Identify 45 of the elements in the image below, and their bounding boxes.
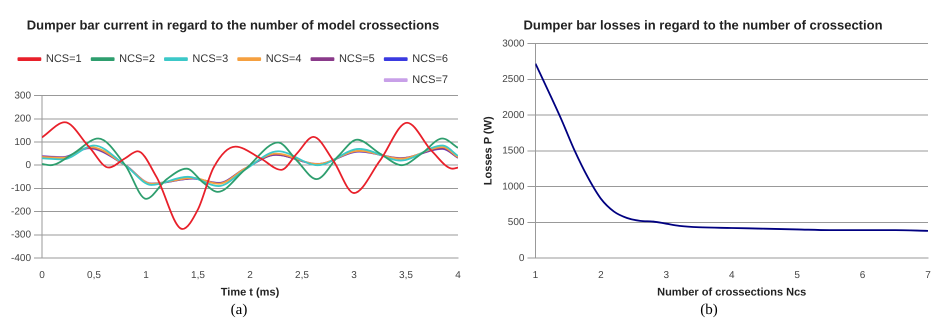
y-tick-label: 2000 [502, 110, 525, 121]
x-tick-label: 3,5 [399, 270, 414, 281]
chart-title: Dumper bar current in regard to the number of model crossections [26, 17, 440, 32]
x-tick-label: 6 [860, 270, 866, 281]
legend-label: NCS=1 [46, 53, 82, 66]
y-tick-label: 2500 [502, 74, 525, 86]
x-tick-label: 1 [532, 270, 539, 281]
y-tick-label: -400 [11, 252, 32, 264]
y-tick-label: 1000 [502, 181, 525, 192]
x-tick-label: 0 [39, 270, 46, 281]
legend-label: NCS=2 [119, 53, 155, 66]
legend-label: NCS=3 [192, 53, 228, 66]
y-axis-title: Losses P (W) [482, 116, 495, 186]
x-axis-title: Number of crossections Ncs [657, 286, 806, 299]
y-tick-label: -300 [11, 230, 32, 241]
x-tick-label: 0,5 [87, 270, 102, 281]
x-tick-label: 4 [728, 270, 735, 281]
x-tick-label: 1 [143, 270, 150, 281]
y-tick-label: 300 [14, 90, 32, 102]
text: (b) [700, 301, 718, 320]
text: (a) [230, 301, 248, 320]
y-tick-label: -200 [11, 206, 32, 218]
x-tick-label: 1,5 [191, 270, 206, 281]
x-axis-title: Time t (ms) [220, 286, 280, 299]
legend-label: NCS=6 [412, 53, 448, 66]
x-tick-label: 2 [598, 270, 604, 281]
y-tick-label: 200 [14, 114, 32, 125]
x-tick-label: 5 [794, 270, 800, 281]
legend-label: NCS=5 [338, 53, 375, 66]
y-tick-label: 1500 [502, 146, 525, 157]
x-tick-label: 4 [455, 270, 462, 281]
legend-label: NCS=7 [412, 74, 448, 86]
y-tick-label: 0 [518, 252, 525, 264]
y-tick-label: 100 [14, 136, 32, 148]
chart-title: Dumper bar losses in regard to the number of crossection [523, 17, 883, 32]
x-tick-label: 2,5 [295, 270, 310, 281]
y-tick-label: 0 [25, 160, 32, 171]
y-tick-label: 3000 [502, 38, 525, 50]
y-tick-label: 500 [508, 217, 525, 228]
legend-label: NCS=4 [266, 53, 302, 66]
y-tick-label: -100 [11, 183, 32, 194]
x-tick-label: 3 [351, 270, 358, 281]
x-tick-label: 7 [925, 270, 932, 281]
x-tick-label: 2 [247, 270, 254, 281]
x-tick-label: 3 [664, 270, 670, 281]
